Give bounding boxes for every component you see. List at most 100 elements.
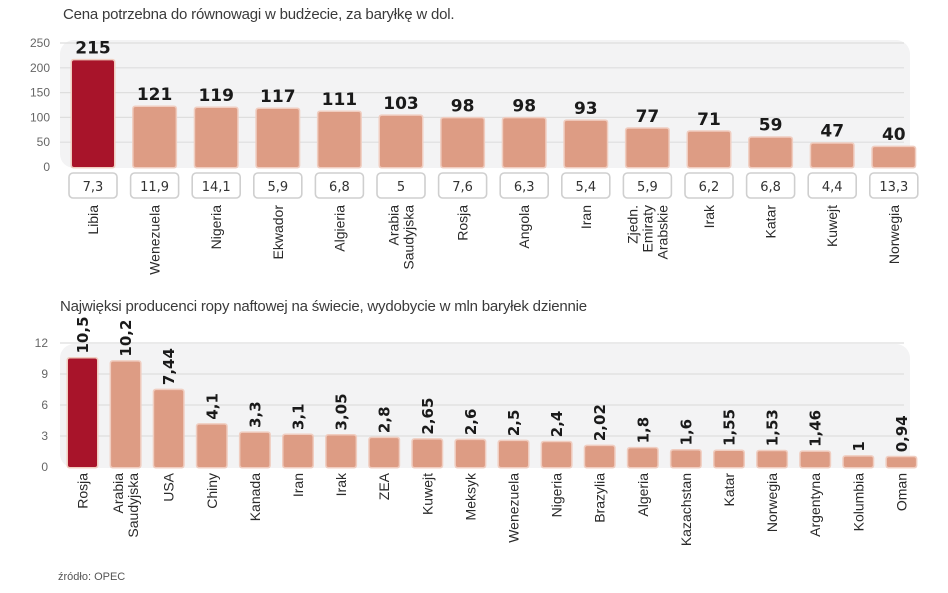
bar-value-label: 103 (383, 94, 419, 114)
bar (68, 358, 97, 467)
bar-value-label: 3,05 (333, 393, 351, 430)
bar (800, 451, 830, 467)
secondary-value-box (253, 172, 303, 199)
bar-value-label: 1,8 (634, 417, 652, 444)
secondary-value-label: 14,1 (202, 180, 231, 195)
bar (626, 128, 669, 167)
secondary-value-box (191, 172, 241, 199)
secondary-value-box (868, 172, 919, 199)
secondary-value-label: 13,3 (879, 180, 908, 195)
bar (714, 450, 744, 467)
category-label: Saudyjska (125, 473, 141, 538)
bar-value-label: 2,4 (548, 411, 566, 438)
secondary-value-box (622, 172, 673, 199)
category-label: Nigeria (549, 473, 565, 518)
category-label: Rosja (455, 205, 471, 241)
category-label: Brazylia (592, 473, 608, 523)
source-note: źródło: OPEC (58, 571, 126, 583)
category-label: Kanada (247, 473, 263, 521)
y-tick-label: 0 (43, 160, 50, 174)
bar-value-label: 40 (882, 125, 906, 145)
bar (380, 115, 422, 167)
bar-value-label: 1,46 (807, 410, 825, 447)
y-tick-label: 3 (41, 429, 48, 443)
bar-value-label: 71 (697, 110, 721, 130)
bar (240, 432, 270, 467)
y-tick-label: 6 (41, 398, 48, 412)
bar-value-label: 1,55 (721, 409, 739, 446)
bar (195, 107, 238, 167)
category-label: Ekwador (270, 205, 286, 260)
secondary-value-label: 7,6 (452, 180, 473, 195)
plot-panel (60, 344, 910, 468)
secondary-value-box (684, 172, 734, 199)
bar (441, 118, 484, 167)
category-label: Norwegia (764, 473, 780, 532)
y-tick-label: 50 (37, 135, 51, 149)
bar (542, 442, 572, 467)
secondary-value-label: 6,3 (514, 180, 535, 195)
secondary-value-box (807, 172, 858, 199)
category-label: Meksyk (462, 472, 478, 520)
category-label: Saudyjska (401, 205, 417, 270)
bar (757, 451, 787, 467)
bar (585, 446, 615, 467)
category-label: Irak (333, 472, 349, 496)
bar (256, 108, 299, 167)
bar-value-label: 1,6 (677, 419, 695, 446)
bar-value-label: 2,5 (505, 410, 523, 437)
category-label: Nigeria (208, 205, 224, 250)
bar-value-label: 111 (322, 90, 358, 110)
category-label: Arabia (386, 205, 402, 246)
y-tick-label: 9 (41, 367, 48, 381)
bar (455, 440, 485, 467)
category-label: Iran (578, 205, 594, 229)
category-label: Algeria (635, 473, 651, 517)
bar (688, 131, 730, 167)
category-label: Rosja (75, 473, 91, 509)
secondary-value-box (314, 172, 365, 199)
bar-value-label: 1,53 (764, 409, 782, 446)
bar (886, 457, 916, 467)
category-label: Arabskie (654, 205, 670, 260)
secondary-value-label: 6,2 (699, 180, 720, 195)
bar (843, 456, 873, 467)
bar-value-label: 2,65 (419, 398, 437, 435)
bar-value-label: 119 (198, 86, 234, 106)
y-tick-label: 200 (30, 61, 50, 75)
bar-value-label: 7,44 (160, 348, 178, 385)
bar (499, 441, 528, 467)
bar (369, 438, 399, 467)
bar-value-label: 47 (820, 122, 844, 142)
bar (503, 118, 546, 167)
bar (628, 448, 658, 467)
bar-value-label: 77 (636, 107, 660, 127)
secondary-value-box (129, 172, 180, 199)
bar (318, 111, 361, 167)
secondary-value-box (68, 172, 118, 199)
chart-1-title: Cena potrzebna do równowagi w budżecie, … (63, 6, 455, 23)
secondary-value-box (376, 172, 426, 199)
category-label: Chiny (204, 473, 220, 509)
secondary-value-label: 4,4 (822, 180, 843, 195)
category-label: Arabia (110, 473, 126, 514)
category-label: Iran (290, 473, 306, 497)
y-tick-label: 250 (30, 36, 50, 50)
bar (412, 439, 442, 467)
category-label: Emiraty (639, 205, 655, 252)
category-label: Oman (893, 473, 909, 511)
category-label: Algieria (331, 205, 347, 252)
bar (872, 147, 915, 167)
bar-value-label: 2,02 (591, 404, 609, 441)
bar-value-label: 121 (137, 85, 173, 105)
bar (133, 106, 176, 167)
category-label: Argentyna (807, 473, 823, 537)
bar (111, 361, 141, 467)
bar-value-label: 59 (759, 116, 783, 136)
secondary-value-label: 11,9 (140, 180, 169, 195)
secondary-value-box (437, 172, 488, 199)
bar-value-label: 3,3 (246, 401, 264, 428)
category-label: Kazachstan (678, 473, 694, 546)
bar-value-label: 1 (850, 441, 868, 451)
